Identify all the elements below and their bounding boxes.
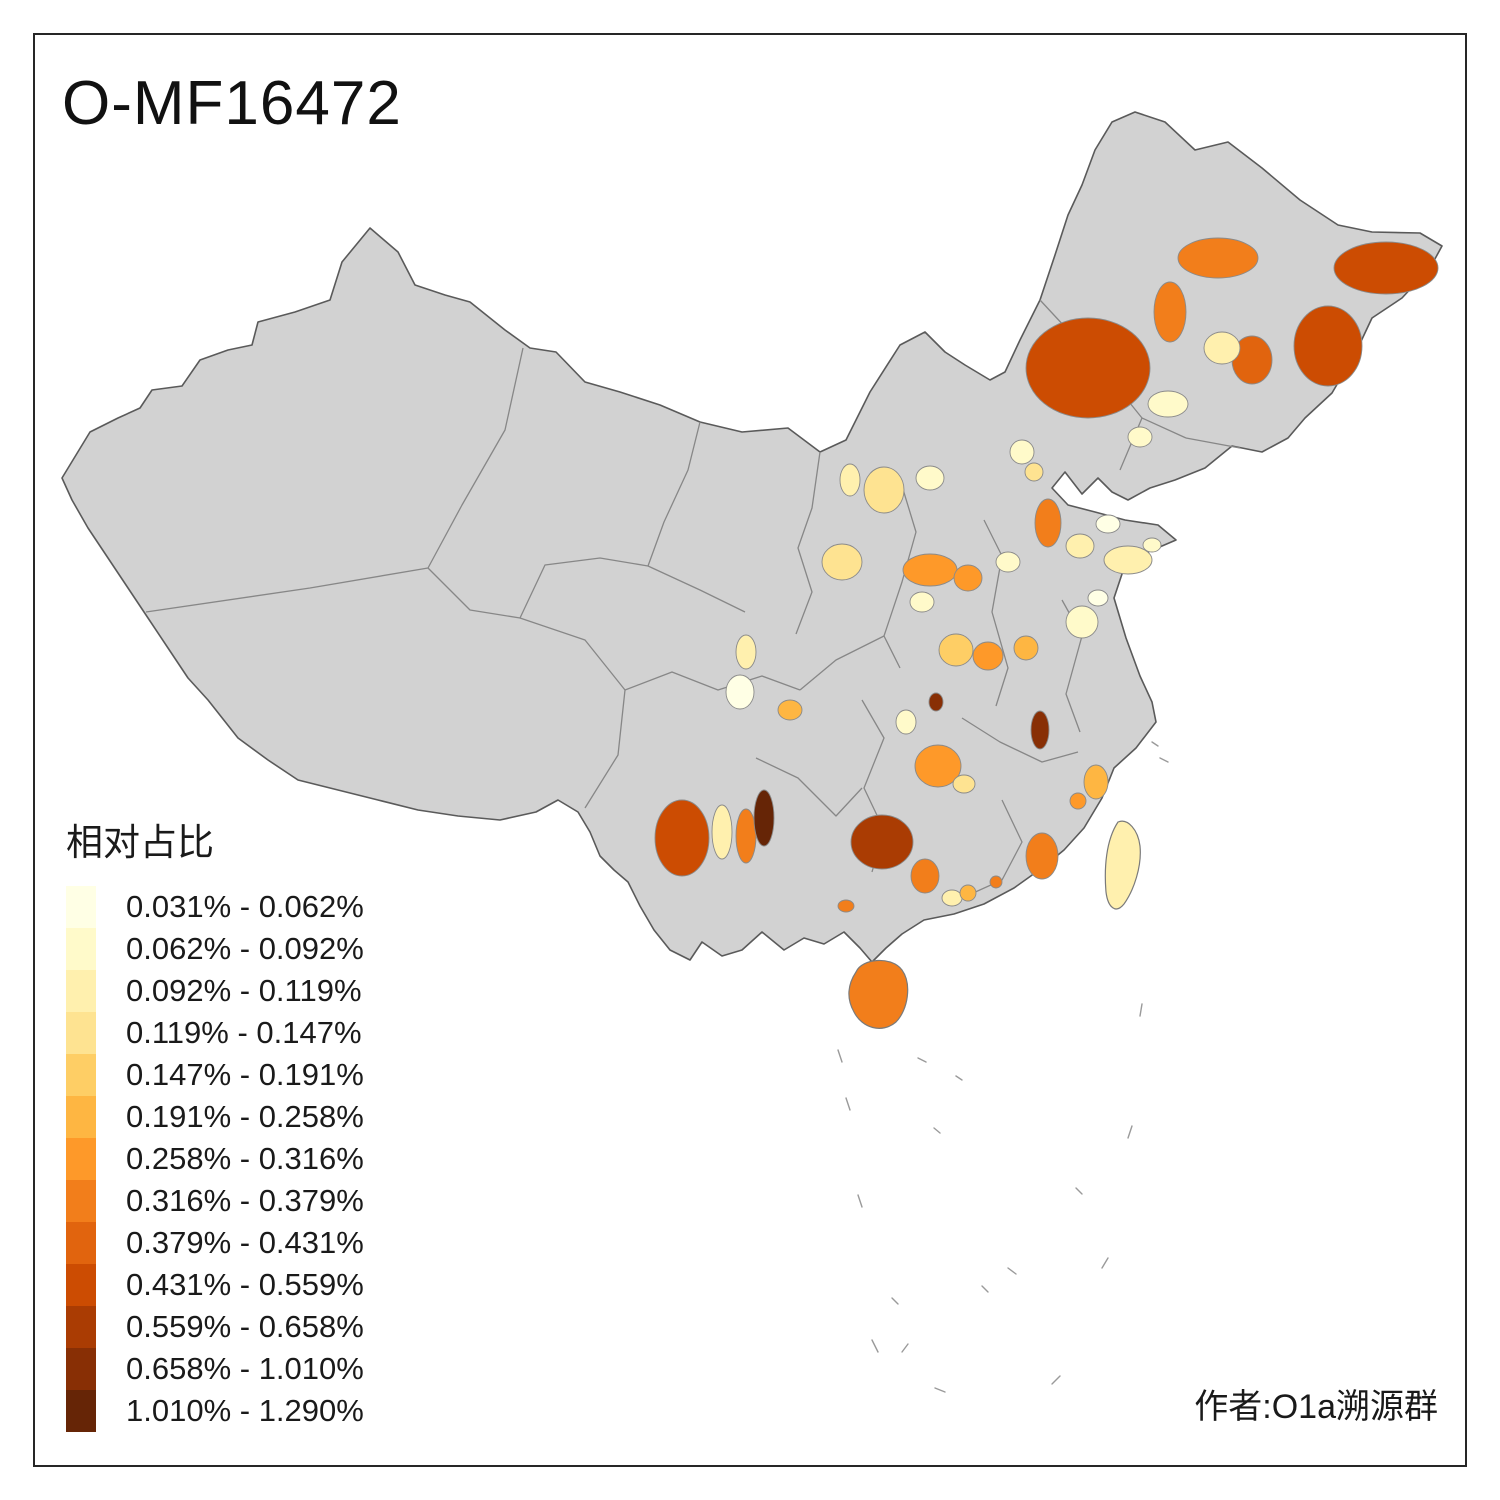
map-region <box>938 633 974 667</box>
legend-swatch <box>66 1222 96 1264</box>
taiwan-island <box>1104 820 1141 910</box>
map-region <box>1103 545 1153 575</box>
legend-swatch <box>66 886 96 928</box>
legend-item: 0.191% - 0.258% <box>66 1096 364 1138</box>
map-region <box>850 814 914 870</box>
map-region <box>909 591 935 613</box>
legend-item: 0.092% - 0.119% <box>66 970 364 1012</box>
map-region <box>1203 331 1241 365</box>
legend-title: 相对占比 <box>66 822 214 863</box>
legend-swatch <box>66 1348 96 1390</box>
map-region <box>777 699 803 721</box>
map-region <box>1127 426 1153 448</box>
map-region <box>839 463 861 497</box>
map-region <box>953 564 983 592</box>
legend-item: 0.658% - 1.010% <box>66 1348 364 1390</box>
legend-item: 0.379% - 0.431% <box>66 1222 364 1264</box>
legend-label: 0.316% - 0.379% <box>126 1183 364 1218</box>
south-china-sea-islands <box>837 741 1169 1393</box>
attribution: 作者:O1a溯源群 <box>1194 1388 1438 1426</box>
map-region <box>1013 635 1039 661</box>
map-region <box>1177 237 1259 279</box>
map-region <box>1293 305 1363 387</box>
map-region <box>753 789 775 847</box>
map-region <box>711 804 733 860</box>
map-region <box>995 551 1021 573</box>
map-region <box>1095 514 1121 534</box>
legend-swatch <box>66 1306 96 1348</box>
map-region <box>941 889 963 907</box>
map-region <box>1025 832 1059 880</box>
map-region <box>821 543 863 581</box>
map-region <box>928 692 944 712</box>
map-region <box>959 884 977 902</box>
legend-item: 0.031% - 0.062% <box>66 886 364 928</box>
legend-label: 1.010% - 1.290% <box>126 1393 364 1428</box>
legend-items: 0.031% - 0.062% 0.062% - 0.092% 0.092% - 0… <box>66 886 364 1432</box>
map-region <box>914 744 962 788</box>
map-region <box>654 799 710 877</box>
legend-label: 0.379% - 0.431% <box>126 1225 364 1260</box>
map-region <box>915 465 945 491</box>
legend-swatch <box>66 1138 96 1180</box>
legend-swatch <box>66 928 96 970</box>
legend-item: 0.431% - 0.559% <box>66 1264 364 1306</box>
legend-swatch <box>66 1012 96 1054</box>
map-region <box>1333 241 1439 295</box>
legend-label: 0.147% - 0.191% <box>126 1057 364 1092</box>
map-region <box>837 899 855 913</box>
legend-swatch <box>66 1264 96 1306</box>
map-region <box>1069 792 1087 810</box>
map-region <box>735 808 757 864</box>
legend-item: 0.147% - 0.191% <box>66 1054 364 1096</box>
legend-swatch <box>66 1054 96 1096</box>
map-region <box>1147 390 1189 418</box>
map-region <box>972 641 1004 671</box>
map-region <box>1025 317 1151 419</box>
map-region <box>1034 498 1062 548</box>
map-region <box>1030 710 1050 750</box>
map-region <box>735 634 757 670</box>
map-region <box>910 858 940 894</box>
map-region <box>895 709 917 735</box>
map-region <box>902 553 958 587</box>
map-region <box>952 774 976 794</box>
legend-swatch <box>66 1096 96 1138</box>
map-region <box>1065 605 1099 639</box>
map-region <box>1065 533 1095 559</box>
map-region <box>1083 764 1109 800</box>
legend: 相对占比 0.031% - 0.062% 0.062% - 0.092% 0.092… <box>66 812 364 1432</box>
legend-label: 0.191% - 0.258% <box>126 1099 364 1134</box>
map-region <box>989 875 1003 889</box>
legend-item: 0.316% - 0.379% <box>66 1180 364 1222</box>
map-region <box>1153 281 1187 343</box>
map-region <box>1142 537 1162 553</box>
legend-swatch <box>66 1390 96 1432</box>
map-title: O-MF16472 <box>62 69 402 138</box>
legend-label: 0.062% - 0.092% <box>126 931 364 966</box>
legend-item: 0.062% - 0.092% <box>66 928 364 970</box>
map-region <box>1087 589 1109 607</box>
map-region <box>863 466 905 514</box>
legend-swatch <box>66 1180 96 1222</box>
legend-label: 0.119% - 0.147% <box>126 1015 362 1050</box>
map-region <box>725 674 755 710</box>
legend-item: 0.559% - 0.658% <box>66 1306 364 1348</box>
colored-regions <box>654 237 1439 913</box>
legend-item: 1.010% - 1.290% <box>66 1390 364 1432</box>
legend-label: 0.658% - 1.010% <box>126 1351 364 1386</box>
hainan-island <box>848 959 909 1029</box>
legend-label: 0.559% - 0.658% <box>126 1309 364 1344</box>
legend-label: 0.431% - 0.559% <box>126 1267 364 1302</box>
map-region <box>1024 462 1044 482</box>
legend-label: 0.258% - 0.316% <box>126 1141 364 1176</box>
legend-label: 0.092% - 0.119% <box>126 973 362 1008</box>
legend-item: 0.119% - 0.147% <box>66 1012 364 1054</box>
legend-item: 0.258% - 0.316% <box>66 1138 364 1180</box>
legend-label: 0.031% - 0.062% <box>126 889 364 924</box>
legend-swatch <box>66 970 96 1012</box>
map-region <box>1009 439 1035 465</box>
